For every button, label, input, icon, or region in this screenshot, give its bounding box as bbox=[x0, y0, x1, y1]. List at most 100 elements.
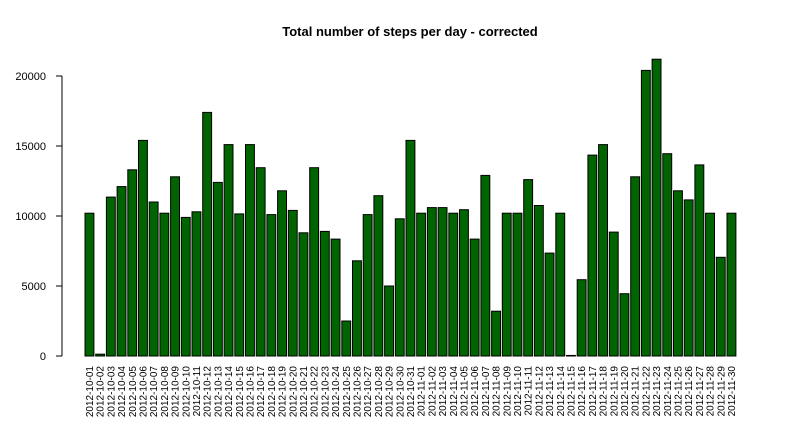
bar-2012-11-05 bbox=[459, 209, 469, 357]
x-tick-label: 2012-11-05 bbox=[459, 366, 470, 417]
bar-2012-10-16 bbox=[245, 144, 255, 357]
x-tick-label: 2012-11-21 bbox=[631, 366, 642, 417]
x-tick-label: 2012-10-19 bbox=[278, 366, 289, 418]
x-tick-label: 2012-11-04 bbox=[449, 366, 460, 417]
bars-group bbox=[84, 58, 737, 357]
x-tick-label: 2012-11-10 bbox=[513, 366, 524, 417]
bar-2012-10-20 bbox=[287, 209, 298, 357]
x-tick-label: 2012-10-16 bbox=[245, 366, 256, 418]
x-tick-label: 2012-10-15 bbox=[235, 366, 246, 418]
bar-2012-11-23 bbox=[651, 58, 662, 357]
bar-2012-11-24 bbox=[662, 153, 673, 357]
x-axis-labels: 2012-10-01 2012-10-02 2012-10-03 2012-10-04… bbox=[85, 366, 738, 418]
x-tick-label: 2012-11-20 bbox=[620, 366, 631, 417]
bar-2012-10-28 bbox=[373, 195, 384, 357]
bar-2012-11-18 bbox=[598, 144, 608, 357]
bar-2012-11-07 bbox=[480, 174, 491, 357]
y-axis: 0 5000 10000 15000 20000 bbox=[15, 71, 63, 363]
bar-2012-10-21 bbox=[298, 232, 309, 357]
bar-2012-11-26 bbox=[683, 199, 694, 357]
bar-2012-10-22 bbox=[309, 167, 320, 357]
x-tick-label: 2012-11-17 bbox=[588, 366, 599, 417]
bar-2012-10-29 bbox=[384, 285, 395, 357]
bar-2012-11-13 bbox=[544, 252, 555, 357]
bar-2012-11-06 bbox=[469, 238, 480, 357]
bar-2012-11-16 bbox=[576, 279, 587, 357]
x-tick-label: 2012-10-06 bbox=[138, 366, 149, 418]
bar-2012-11-14 bbox=[555, 212, 566, 357]
bar-2012-11-12 bbox=[533, 205, 544, 357]
x-tick-label: 2012-11-12 bbox=[534, 366, 545, 417]
bar-2012-10-24 bbox=[330, 238, 341, 357]
x-tick-label: 2012-10-09 bbox=[171, 366, 182, 418]
x-tick-label: 2012-10-21 bbox=[299, 366, 310, 418]
bar-2012-11-20 bbox=[619, 293, 630, 357]
bar-2012-11-19 bbox=[608, 231, 619, 357]
bar-2012-10-23 bbox=[319, 230, 330, 357]
bar-2012-11-29 bbox=[715, 256, 726, 357]
bar-2012-10-02 bbox=[95, 353, 106, 357]
bar-2012-11-10 bbox=[512, 212, 523, 357]
x-tick-label: 2012-10-18 bbox=[267, 366, 278, 418]
x-tick-label: 2012-10-29 bbox=[385, 366, 396, 418]
bar-2012-10-11 bbox=[191, 211, 202, 357]
x-tick-label: 2012-10-12 bbox=[203, 366, 214, 418]
x-tick-label: 2012-10-30 bbox=[395, 366, 406, 418]
y-tick-label: 20000 bbox=[15, 71, 46, 83]
bar-2012-11-03 bbox=[437, 207, 448, 357]
bar-2012-11-27 bbox=[694, 164, 705, 357]
bar-2012-11-04 bbox=[448, 212, 459, 357]
x-tick-label: 2012-11-14 bbox=[556, 366, 567, 417]
bar-2012-11-15 bbox=[566, 354, 576, 357]
x-tick-label: 2012-10-10 bbox=[181, 366, 192, 418]
x-tick-label: 2012-11-25 bbox=[673, 366, 684, 417]
x-tick-label: 2012-11-29 bbox=[716, 366, 727, 417]
y-tick-label: 15000 bbox=[15, 141, 46, 153]
x-tick-label: 2012-10-02 bbox=[96, 366, 107, 418]
bar-2012-11-01 bbox=[416, 212, 427, 357]
x-tick-label: 2012-11-22 bbox=[641, 366, 652, 417]
bar-2012-10-17 bbox=[255, 167, 266, 357]
bar-2012-10-08 bbox=[159, 212, 170, 357]
x-tick-label: 2012-11-03 bbox=[438, 366, 449, 417]
bar-2012-11-08 bbox=[491, 310, 502, 357]
x-tick-label: 2012-11-19 bbox=[609, 366, 620, 417]
x-tick-label: 2012-10-26 bbox=[352, 366, 363, 418]
bar-2012-10-01 bbox=[84, 212, 95, 357]
chart-title: Total number of steps per day - correcte… bbox=[282, 24, 538, 39]
x-tick-label: 2012-11-28 bbox=[706, 366, 717, 417]
x-tick-label: 2012-11-13 bbox=[545, 366, 556, 417]
bar-2012-10-25 bbox=[341, 320, 352, 357]
x-tick-label: 2012-10-04 bbox=[117, 366, 128, 418]
bar-2012-10-06 bbox=[138, 139, 148, 357]
bar-2012-10-26 bbox=[352, 260, 362, 357]
x-tick-label: 2012-11-09 bbox=[502, 366, 513, 417]
x-tick-label: 2012-10-23 bbox=[320, 366, 331, 418]
bar-2012-11-28 bbox=[705, 212, 715, 357]
bar-2012-10-19 bbox=[277, 190, 288, 357]
bar-2012-11-22 bbox=[640, 69, 651, 357]
x-tick-label: 2012-11-15 bbox=[566, 366, 577, 417]
bar-2012-10-27 bbox=[362, 214, 373, 357]
bar-2012-10-09 bbox=[170, 176, 181, 357]
x-tick-label: 2012-10-05 bbox=[128, 366, 139, 418]
bar-2012-10-14 bbox=[223, 144, 234, 357]
bar-2012-10-04 bbox=[116, 186, 127, 357]
y-tick-label: 0 bbox=[40, 351, 46, 363]
x-tick-label: 2012-10-25 bbox=[342, 366, 353, 418]
x-tick-label: 2012-10-31 bbox=[406, 366, 417, 418]
x-tick-label: 2012-11-06 bbox=[470, 366, 481, 417]
x-tick-label: 2012-10-27 bbox=[363, 366, 374, 418]
bar-2012-10-10 bbox=[180, 216, 191, 357]
x-tick-label: 2012-10-17 bbox=[256, 366, 267, 418]
bar-2012-10-18 bbox=[266, 214, 277, 357]
bar-2012-11-11 bbox=[523, 179, 534, 357]
bar-2012-10-30 bbox=[394, 218, 405, 357]
x-tick-label: 2012-10-14 bbox=[224, 366, 235, 418]
x-tick-label: 2012-11-26 bbox=[684, 366, 695, 417]
x-tick-label: 2012-10-20 bbox=[288, 366, 299, 418]
y-tick-label: 5000 bbox=[22, 281, 46, 293]
x-tick-label: 2012-10-24 bbox=[331, 366, 342, 418]
x-tick-label: 2012-11-23 bbox=[652, 366, 663, 417]
